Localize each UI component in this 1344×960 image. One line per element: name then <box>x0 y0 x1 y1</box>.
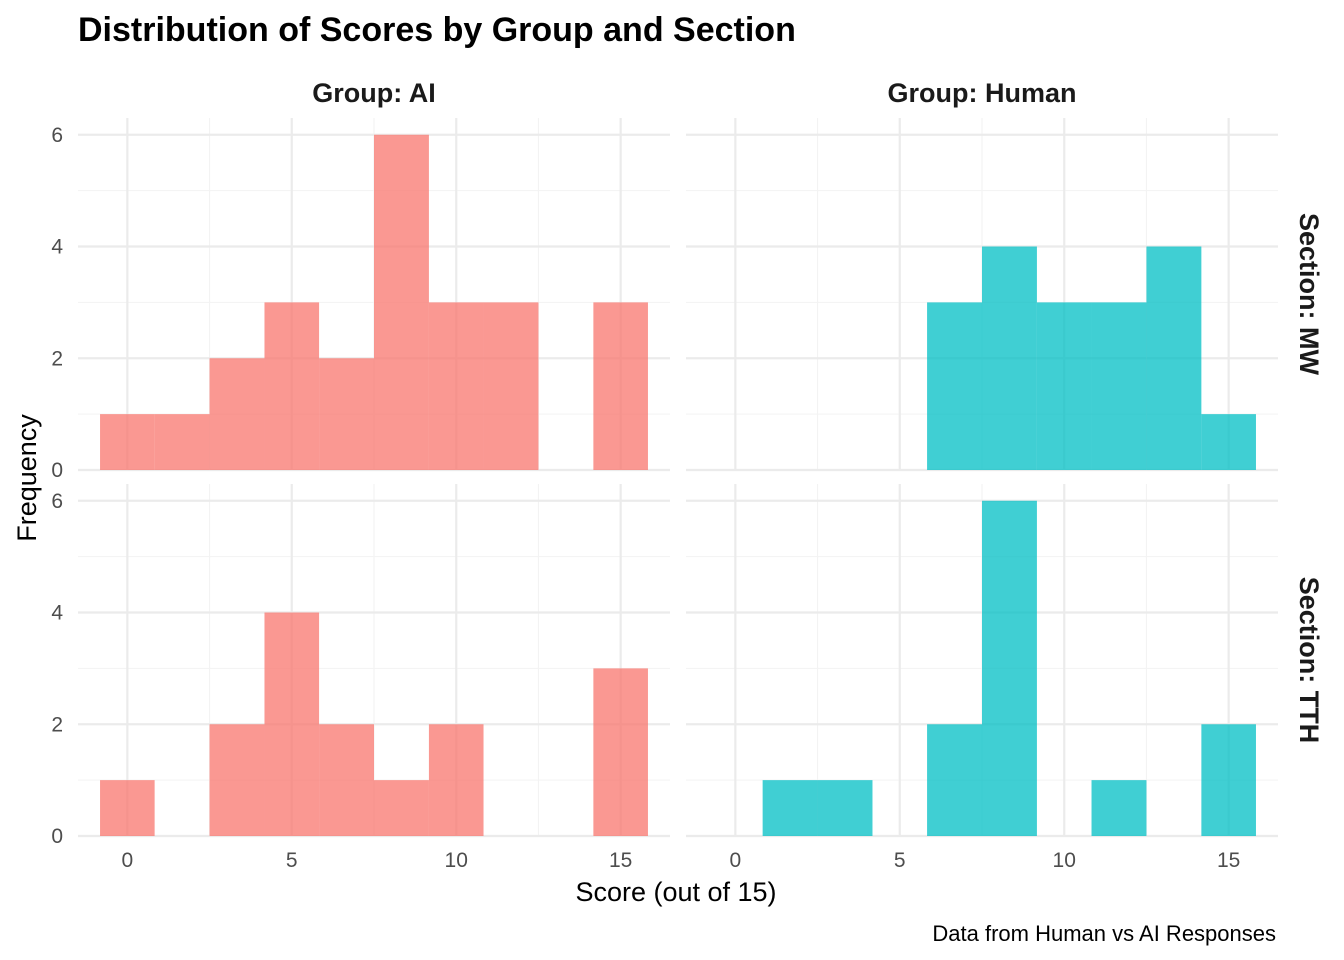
y-tick-label: 2 <box>51 347 63 370</box>
column-strip-label: Group: Human <box>888 78 1077 108</box>
row-strip-label: Section: MW <box>1294 213 1324 376</box>
bars-ai-mw <box>100 134 648 470</box>
histogram-bar <box>374 780 429 836</box>
x-tick-label: 0 <box>121 849 133 872</box>
histogram-bar <box>209 724 265 836</box>
histogram-bar <box>927 302 982 470</box>
x-tick-label: 5 <box>286 849 298 872</box>
histogram-bar <box>483 302 539 470</box>
x-tick-label: 0 <box>729 849 741 872</box>
histogram-bar <box>264 302 320 470</box>
histogram-bar <box>593 302 648 470</box>
row-strip-label: Section: TTH <box>1294 577 1324 744</box>
y-tick-label: 0 <box>51 825 63 848</box>
histogram-bar <box>1201 724 1256 836</box>
x-tick-label: 15 <box>609 849 632 872</box>
histogram-bar <box>1091 302 1147 470</box>
panels-layer: 0 2 4 6 0 2 4 6 0 5 10 15 0 5 10 15 Group: AI Group: Huma… <box>51 78 1324 872</box>
histogram-bar <box>927 724 982 836</box>
histogram-bar <box>982 246 1037 470</box>
x-axis-title: Score (out of 15) <box>575 877 776 907</box>
bars-human-mw <box>927 246 1256 470</box>
histogram-bar <box>209 358 265 470</box>
histogram-bar <box>593 668 648 836</box>
y-tick-label: 4 <box>51 236 63 259</box>
histogram-bar <box>1146 246 1202 470</box>
x-tick-label: 5 <box>894 849 906 872</box>
histogram-bar <box>762 780 818 836</box>
x-tick-label: 10 <box>445 849 468 872</box>
y-tick-label: 0 <box>51 459 63 482</box>
histogram-bar <box>428 302 484 470</box>
histogram-bar <box>1091 780 1147 836</box>
y-tick-label: 6 <box>51 124 63 147</box>
column-strip-label: Group: AI <box>312 78 435 108</box>
histogram-bar <box>100 414 155 470</box>
bars-ai-tth <box>100 612 648 836</box>
histogram-bar <box>319 724 374 836</box>
histogram-bar <box>154 414 210 470</box>
y-tick-label: 6 <box>51 490 63 513</box>
histogram-bar <box>100 780 155 836</box>
x-tick-label: 15 <box>1217 849 1240 872</box>
histogram-bar <box>264 612 320 836</box>
y-tick-label: 2 <box>51 713 63 736</box>
histogram-bar <box>319 358 374 470</box>
histogram-bar <box>817 780 873 836</box>
chart-caption: Data from Human vs AI Responses <box>932 921 1276 946</box>
x-tick-label: 10 <box>1053 849 1076 872</box>
y-tick-label: 4 <box>51 602 63 625</box>
histogram-bar <box>1201 414 1256 470</box>
histogram-bar <box>428 724 484 836</box>
y-axis-title: Frequency <box>12 414 42 542</box>
histogram-bar <box>374 134 429 470</box>
histogram-bar <box>1036 302 1092 470</box>
chart-title: Distribution of Scores by Group and Sect… <box>78 11 796 49</box>
histogram-bar <box>982 500 1037 836</box>
bars-human-tth <box>762 500 1256 836</box>
